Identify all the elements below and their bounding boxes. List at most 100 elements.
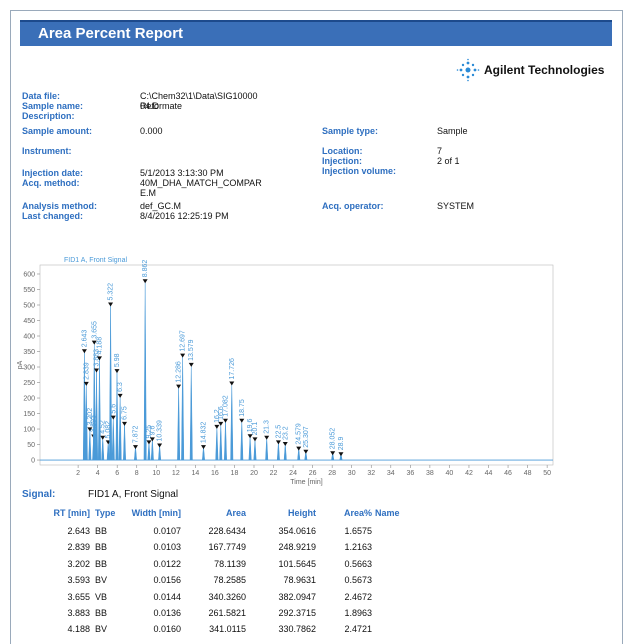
- peak-label: 16.2: [214, 409, 221, 423]
- x-tick-label: 30: [348, 470, 356, 477]
- table-cell: 292.3715: [278, 608, 316, 618]
- peak: [150, 438, 154, 461]
- x-tick-label: 4: [96, 470, 100, 477]
- peak-marker: [157, 443, 163, 448]
- peak-label: 6.75: [122, 406, 129, 420]
- peak-label: 12.286: [176, 361, 183, 383]
- field-label: Instrument:: [22, 146, 72, 156]
- peak-marker: [180, 353, 186, 358]
- peak-marker: [303, 449, 309, 454]
- peak-marker: [200, 445, 206, 450]
- peak-marker: [252, 437, 258, 442]
- y-tick-label: 450: [23, 318, 35, 325]
- peak: [84, 382, 88, 461]
- field-value: 40M_DHA_MATCH_COMPARE.M: [140, 178, 262, 198]
- chart-title: FID1 A, Front Signal: [64, 257, 127, 264]
- column-header: Area%: [343, 508, 372, 518]
- table-cell: 248.9219: [278, 542, 316, 553]
- table-cell: 78.2585: [213, 575, 246, 586]
- field-label: Analysis method:: [22, 201, 98, 211]
- x-tick-label: 2: [76, 470, 80, 477]
- peak-marker: [91, 340, 97, 345]
- field-label: Injection date:: [22, 168, 84, 178]
- peak-marker: [132, 445, 138, 450]
- field-value: 2 of 1: [437, 156, 460, 166]
- table-cell: 0.0160: [153, 624, 181, 635]
- peak-marker: [117, 393, 123, 398]
- peak: [111, 416, 115, 461]
- peak: [106, 441, 110, 461]
- peak-marker: [338, 452, 344, 457]
- table-cell: BB: [95, 558, 108, 569]
- field-label: Sample type:: [322, 126, 379, 136]
- y-tick-label: 350: [23, 349, 35, 356]
- y-tick-label: 600: [23, 271, 35, 278]
- field-value: C:\Chem32\1\Data\SIG1000004.D: [140, 91, 258, 111]
- table-cell: 78.1139: [214, 558, 246, 569]
- peak: [248, 435, 252, 461]
- field-label: Acq. operator:: [322, 201, 384, 211]
- field-value: Sample: [437, 126, 468, 136]
- y-tick-label: 0: [31, 458, 35, 465]
- y-tick-label: 300: [23, 365, 35, 372]
- table-cell: 261.5821: [208, 608, 246, 618]
- peak: [331, 452, 335, 461]
- peak: [224, 419, 227, 461]
- x-tick-label: 40: [446, 470, 454, 477]
- peak: [339, 453, 343, 461]
- x-tick-label: 24: [289, 470, 297, 477]
- peak-label: 5.6: [110, 404, 117, 414]
- peak-marker: [94, 368, 100, 373]
- peak-marker: [81, 349, 87, 354]
- table-cell: 3.655: [67, 591, 90, 602]
- field-label: Acq. method:: [22, 178, 80, 188]
- peak: [202, 446, 205, 461]
- logo-text: Agilent Technologies: [484, 63, 605, 77]
- column-header: Type: [95, 508, 116, 518]
- peak: [283, 442, 287, 461]
- table-cell: 3.593: [67, 575, 90, 586]
- peak-marker: [122, 421, 128, 426]
- page-border: [10, 10, 623, 644]
- table-cell: 167.7749: [208, 542, 246, 553]
- peak: [253, 438, 257, 461]
- x-tick-label: 38: [426, 470, 434, 477]
- x-tick-label: 10: [152, 470, 160, 477]
- peak: [134, 446, 137, 461]
- table-cell: 2.839: [67, 542, 90, 553]
- peak-label: 4.52: [100, 420, 107, 434]
- field-label: Injection:: [322, 156, 362, 166]
- peak-label: 16.6: [218, 406, 225, 420]
- peak: [82, 350, 86, 461]
- peak: [115, 370, 119, 461]
- table-cell: VB: [95, 591, 108, 602]
- peak-marker: [149, 437, 155, 442]
- peak: [147, 441, 151, 461]
- y-tick-label: 250: [23, 380, 35, 387]
- x-tick-label: 12: [172, 470, 180, 477]
- table-cell: 0.0156: [153, 575, 181, 586]
- peak-label: 17.082: [222, 395, 229, 417]
- table-cell: 2.643: [67, 526, 90, 536]
- peak-label: 19.6: [247, 419, 254, 433]
- peak: [297, 447, 301, 461]
- field-label: Description:: [22, 111, 75, 121]
- peak-label: 8.862: [142, 260, 149, 278]
- field-label: Data file:: [22, 91, 61, 101]
- peak: [189, 363, 193, 461]
- x-tick-label: 32: [367, 470, 375, 477]
- x-axis-label: Time [min]: [290, 479, 322, 486]
- table-cell: BB: [95, 526, 108, 536]
- y-tick-label: 400: [23, 334, 35, 341]
- table-cell: BB: [95, 608, 108, 618]
- peak: [177, 385, 181, 461]
- peak-label: 5.322: [108, 283, 115, 301]
- field-value: 5/1/2013 3:13:30 PM: [140, 168, 224, 178]
- signal-label: Signal:: [22, 489, 56, 500]
- table-cell: 228.6434: [208, 526, 246, 536]
- peak-label: 9.25: [146, 425, 153, 439]
- x-tick-label: 34: [387, 470, 395, 477]
- x-tick-label: 20: [250, 470, 258, 477]
- table-cell: BV: [95, 575, 108, 586]
